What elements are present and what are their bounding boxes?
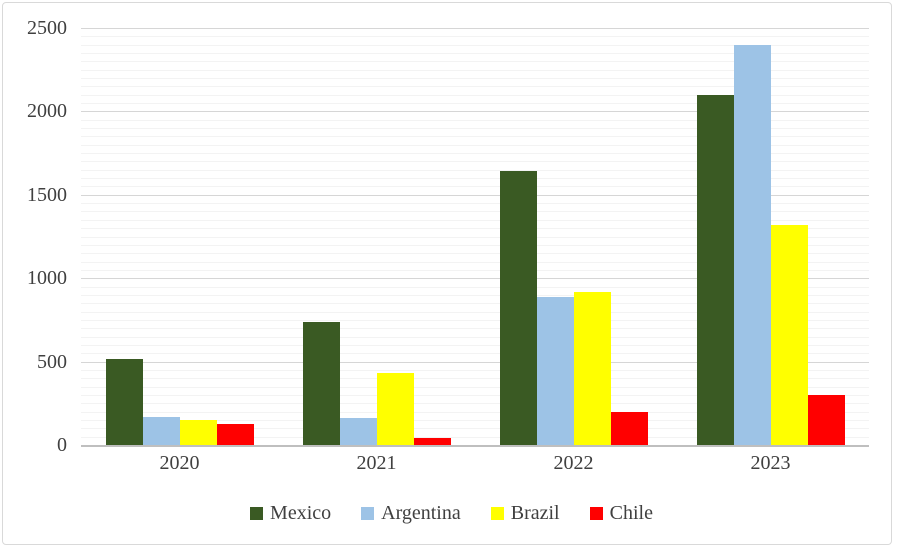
legend-label: Brazil bbox=[510, 502, 560, 524]
legend-label: Chile bbox=[609, 502, 653, 524]
gridline-minor bbox=[81, 136, 869, 138]
gridline-minor bbox=[81, 178, 869, 180]
bar-argentina-2020 bbox=[142, 417, 180, 445]
bar-argentina-2021 bbox=[339, 418, 377, 445]
gridline-minor bbox=[81, 419, 869, 421]
legend-swatch-argentina bbox=[361, 507, 375, 520]
bar-group-2022 bbox=[475, 28, 672, 445]
legend-swatch-brazil bbox=[490, 507, 504, 520]
legend-label: Mexico bbox=[270, 502, 332, 524]
gridline-minor bbox=[81, 61, 869, 63]
chart-frame: 0 500 1000 1500 2000 2500 2020 2021 2022 2023 Me… bbox=[2, 2, 892, 545]
bar-mexico-2020 bbox=[105, 359, 143, 445]
gridline-major bbox=[81, 28, 869, 29]
gridline-minor bbox=[81, 211, 869, 213]
gridline-minor bbox=[81, 44, 869, 46]
gridline-major bbox=[81, 361, 869, 363]
bar-chile-2022 bbox=[610, 411, 648, 445]
gridline-minor bbox=[81, 203, 869, 205]
gridline-minor bbox=[81, 353, 869, 355]
legend-item-brazil: Brazil bbox=[490, 502, 560, 525]
gridline-minor bbox=[81, 78, 869, 80]
gridline-minor bbox=[81, 369, 869, 371]
gridline-minor bbox=[81, 294, 869, 296]
gridline-minor bbox=[81, 153, 869, 155]
bar-group-2021 bbox=[278, 28, 475, 445]
gridline-minor bbox=[81, 261, 869, 263]
gridline-minor bbox=[81, 219, 869, 221]
bar-chile-2020 bbox=[216, 424, 254, 445]
y-axis-tick-label: 500 bbox=[37, 350, 67, 373]
bar-brazil-2020 bbox=[179, 419, 217, 445]
gridline-minor bbox=[81, 144, 869, 146]
gridline-minor bbox=[81, 336, 869, 338]
gridline-major bbox=[81, 194, 869, 196]
gridline-minor bbox=[81, 436, 869, 438]
gridline-minor bbox=[81, 69, 869, 71]
legend-label: Argentina bbox=[381, 502, 461, 524]
bar-argentina-2023 bbox=[733, 44, 771, 445]
legend: Mexico Argentina Brazil Chile bbox=[3, 502, 897, 525]
gridline-minor bbox=[81, 228, 869, 230]
gridline-minor bbox=[81, 411, 869, 413]
gridline-major bbox=[81, 278, 869, 280]
gridline-minor bbox=[81, 253, 869, 255]
plot-area bbox=[81, 28, 869, 447]
gridline-minor bbox=[81, 328, 869, 330]
y-axis-tick-label: 0 bbox=[57, 434, 67, 456]
bar-brazil-2021 bbox=[376, 373, 414, 445]
y-axis-tick-label: 2500 bbox=[27, 17, 67, 39]
gridline-minor bbox=[81, 186, 869, 188]
gridline-minor bbox=[81, 53, 869, 55]
bar-brazil-2023 bbox=[770, 224, 808, 445]
gridline-minor bbox=[81, 344, 869, 346]
gridline-minor bbox=[81, 236, 869, 238]
gridline-minor bbox=[81, 403, 869, 405]
gridline-minor bbox=[81, 169, 869, 171]
bar-mexico-2021 bbox=[302, 322, 340, 445]
gridline-minor bbox=[81, 311, 869, 313]
y-axis-tick-label: 1500 bbox=[27, 183, 67, 206]
bar-groups bbox=[81, 28, 869, 445]
bar-brazil-2022 bbox=[573, 291, 611, 445]
gridline-minor bbox=[81, 394, 869, 396]
gridline-minor bbox=[81, 94, 869, 96]
gridline-minor bbox=[81, 103, 869, 105]
gridline-major bbox=[81, 111, 869, 113]
gridline-minor bbox=[81, 161, 869, 163]
gridline-minor bbox=[81, 86, 869, 88]
gridline-minor bbox=[81, 244, 869, 246]
legend-swatch-mexico bbox=[250, 507, 264, 520]
bar-group-2023 bbox=[672, 28, 869, 445]
gridline-minor bbox=[81, 286, 869, 288]
bar-chile-2023 bbox=[807, 394, 845, 445]
gridline-minor bbox=[81, 303, 869, 305]
x-axis-label-2021: 2021 bbox=[356, 452, 397, 474]
gridline-minor bbox=[81, 319, 869, 321]
gridline-minor bbox=[81, 428, 869, 430]
gridline-minor bbox=[81, 386, 869, 388]
bar-mexico-2023 bbox=[696, 94, 734, 445]
x-axis-label-2023: 2023 bbox=[750, 452, 791, 474]
gridline-minor bbox=[81, 269, 869, 271]
bar-group-2020 bbox=[81, 28, 278, 445]
x-axis-label-2022: 2022 bbox=[553, 452, 594, 474]
x-axis: 2020 2021 2022 2023 bbox=[81, 452, 869, 475]
gridline-minor bbox=[81, 378, 869, 380]
y-axis-tick-label: 2000 bbox=[27, 100, 67, 123]
legend-item-argentina: Argentina bbox=[361, 502, 461, 525]
bar-argentina-2022 bbox=[536, 296, 574, 445]
bar-mexico-2022 bbox=[499, 170, 537, 445]
x-axis-label-2020: 2020 bbox=[159, 452, 200, 474]
legend-item-mexico: Mexico bbox=[250, 502, 331, 525]
gridline-minor bbox=[81, 119, 869, 121]
bar-chile-2021 bbox=[413, 438, 451, 445]
legend-swatch-chile bbox=[589, 507, 603, 520]
y-axis-tick-label: 1000 bbox=[27, 267, 67, 290]
gridline-minor bbox=[81, 128, 869, 130]
legend-item-chile: Chile bbox=[589, 502, 653, 525]
gridline-minor bbox=[81, 36, 869, 38]
